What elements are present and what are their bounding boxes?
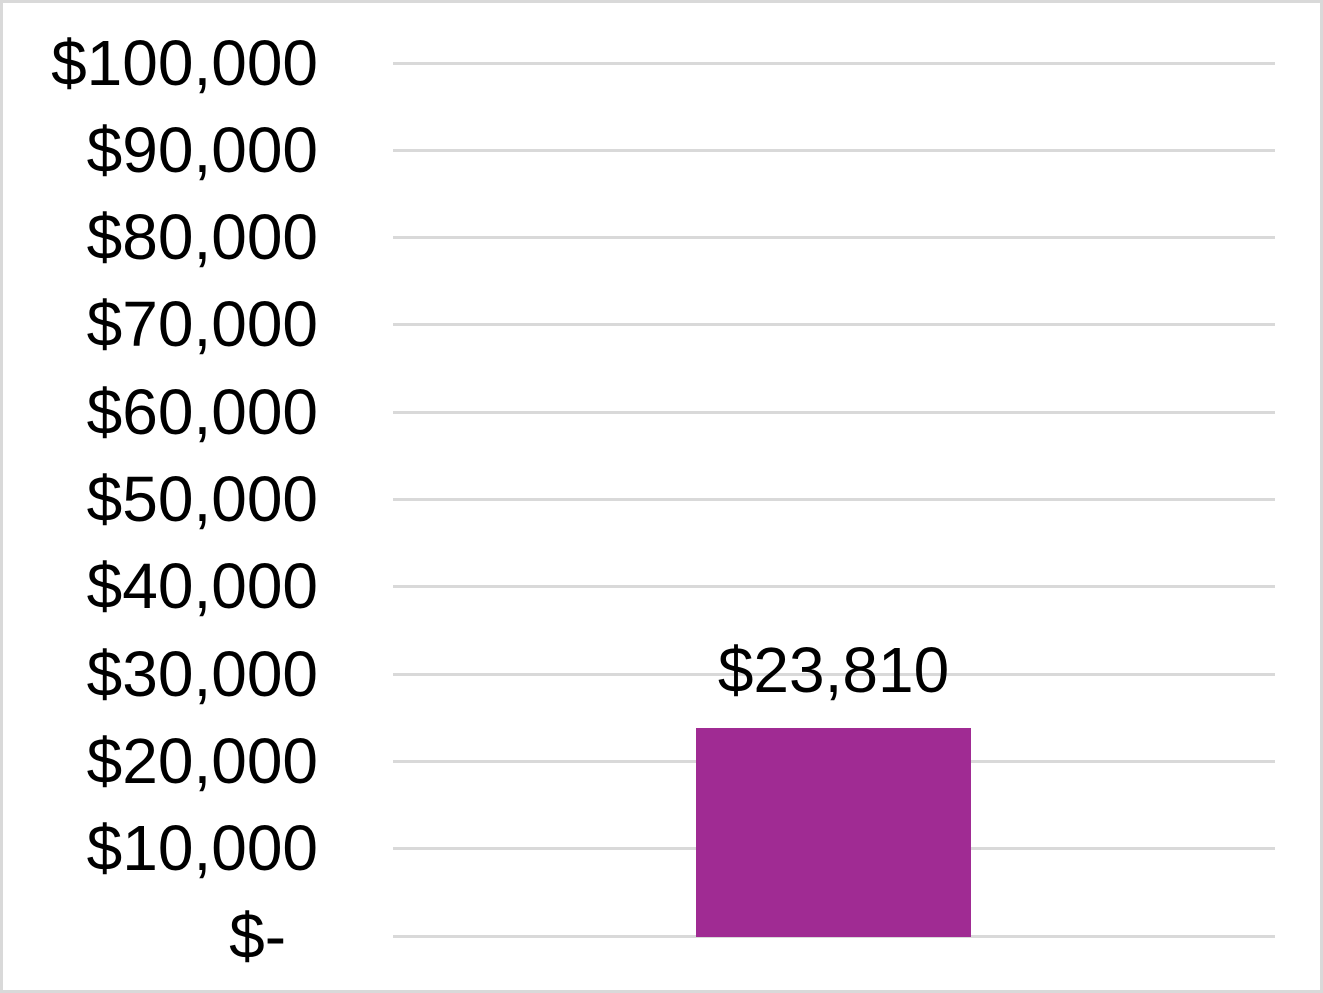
y-axis-tick-label: $30,000 [86,637,318,710]
gridline [393,148,1275,152]
gridline [393,410,1275,414]
y-axis-tick-label: $10,000 [86,812,318,885]
gridline [393,236,1275,240]
y-axis-tick-label: $70,000 [86,288,318,361]
y-axis-tick-label: $100,000 [51,26,318,99]
bar-data-label: $23,810 [717,634,950,707]
y-axis-tick-label: $- [229,899,286,972]
y-axis-tick-label: $60,000 [86,375,318,448]
plot-area: $100,000 $90,000 $80,000 $70,000 $60,000 $50,… [3,3,1320,990]
gridline [393,61,1275,65]
y-axis-tick-label: $90,000 [86,113,318,186]
gridline [393,672,1275,676]
y-axis-tick-label: $20,000 [86,724,318,797]
bar-series-rect [696,728,971,938]
gridline [393,585,1275,589]
y-axis-tick-label: $50,000 [86,463,318,535]
gridline [393,498,1275,501]
gridline [393,323,1275,327]
y-axis-tick-label: $80,000 [86,201,318,274]
y-axis-tick-label: $40,000 [86,550,318,623]
